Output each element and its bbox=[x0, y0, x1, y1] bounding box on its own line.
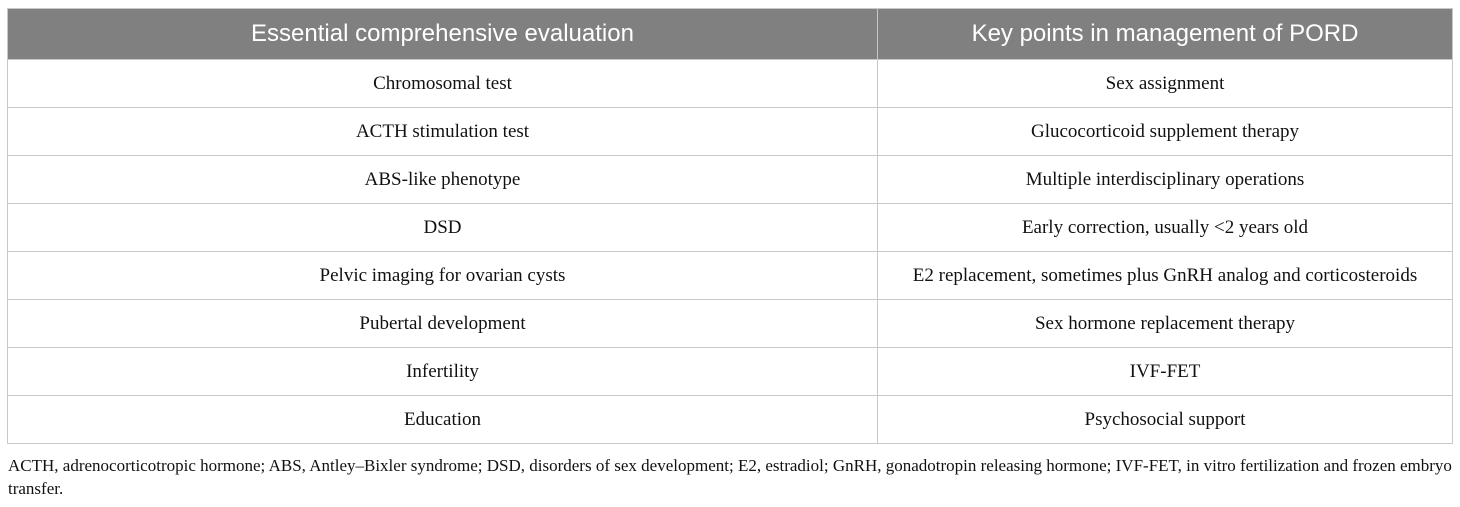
table-cell-evaluation: DSD bbox=[7, 203, 878, 252]
table-row: Pubertal development Sex hormone replace… bbox=[7, 299, 1453, 348]
table-cell-evaluation: Chromosomal test bbox=[7, 59, 878, 108]
column-header-evaluation: Essential comprehensive evaluation bbox=[7, 8, 878, 60]
table-cell-evaluation: ACTH stimulation test bbox=[7, 107, 878, 156]
table-cell-management: Psychosocial support bbox=[877, 395, 1453, 444]
table-footnote: ACTH, adrenocorticotropic hormone; ABS, … bbox=[8, 456, 1452, 498]
table-row: ABS-like phenotype Multiple interdiscipl… bbox=[7, 155, 1453, 204]
data-table-container: Essential comprehensive evaluation Key p… bbox=[7, 8, 1453, 444]
table-cell-management: Sex assignment bbox=[877, 59, 1453, 108]
table-row: Education Psychosocial support bbox=[7, 395, 1453, 444]
table-cell-management: Sex hormone replacement therapy bbox=[877, 299, 1453, 348]
table-cell-management: E2 replacement, sometimes plus GnRH anal… bbox=[877, 251, 1453, 300]
table-header-row: Essential comprehensive evaluation Key p… bbox=[7, 8, 1453, 60]
table-cell-evaluation: Education bbox=[7, 395, 878, 444]
table-cell-management: Early correction, usually <2 years old bbox=[877, 203, 1453, 252]
table-row: ACTH stimulation test Glucocorticoid sup… bbox=[7, 107, 1453, 156]
table-row: Chromosomal test Sex assignment bbox=[7, 59, 1453, 108]
table-cell-evaluation: Infertility bbox=[7, 347, 878, 396]
table-row: Pelvic imaging for ovarian cysts E2 repl… bbox=[7, 251, 1453, 300]
table-cell-evaluation: ABS-like phenotype bbox=[7, 155, 878, 204]
table-cell-management: Multiple interdisciplinary operations bbox=[877, 155, 1453, 204]
data-table: Essential comprehensive evaluation Key p… bbox=[7, 8, 1453, 444]
table-cell-evaluation: Pelvic imaging for ovarian cysts bbox=[7, 251, 878, 300]
table-row: DSD Early correction, usually <2 years o… bbox=[7, 203, 1453, 252]
table-cell-management: Glucocorticoid supplement therapy bbox=[877, 107, 1453, 156]
column-header-management: Key points in management of PORD bbox=[877, 8, 1453, 60]
table-cell-management: IVF-FET bbox=[877, 347, 1453, 396]
table-cell-evaluation: Pubertal development bbox=[7, 299, 878, 348]
table-row: Infertility IVF-FET bbox=[7, 347, 1453, 396]
